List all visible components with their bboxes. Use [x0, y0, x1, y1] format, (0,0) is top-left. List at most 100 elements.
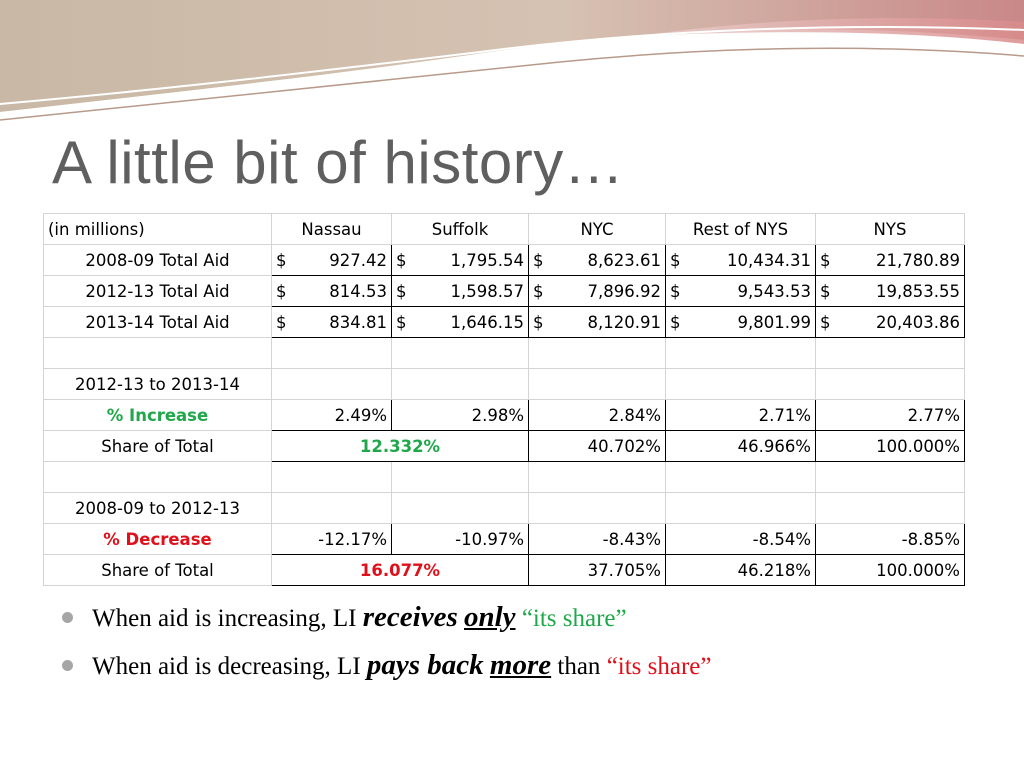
row-label: 2008-09 Total Aid: [43, 244, 272, 276]
bullet-text: than: [551, 653, 607, 680]
empty-cell: [391, 337, 529, 369]
share-cell: 40.702%: [528, 430, 666, 462]
amount: 1,598.57: [450, 281, 524, 301]
slide-title: A little bit of history…: [52, 129, 625, 196]
li-share-cell: 12.332%: [271, 430, 529, 462]
header-cell: Rest of NYS: [665, 213, 816, 245]
dollar-sign: $: [533, 250, 544, 270]
percent-increase-label: % Increase: [43, 399, 272, 431]
dollar-sign: $: [276, 281, 287, 301]
amount: 20,403.86: [876, 312, 960, 332]
amount: 814.53: [329, 281, 387, 301]
share-cell: 37.705%: [528, 554, 666, 586]
bullet-item: When aid is decreasing, LI pays back mor…: [62, 646, 712, 694]
percent-cell: -10.97%: [391, 523, 529, 555]
dollar-sign: $: [396, 281, 407, 301]
share-cell: 100.000%: [815, 430, 965, 462]
state-aid-table: (in millions) Nassau Suffolk NYC Rest of…: [43, 213, 965, 586]
money-cell: $7,896.92: [528, 275, 666, 307]
empty-cell: [391, 368, 529, 400]
section-header-row: 2008-09 to 2012-13: [43, 492, 965, 524]
percent-cell: 2.49%: [271, 399, 392, 431]
share-label: Share of Total: [43, 430, 272, 462]
table-row: % Increase 2.49% 2.98% 2.84% 2.71% 2.77%: [43, 399, 965, 431]
percent-cell: -8.43%: [528, 523, 666, 555]
emphasis-underlined-text: more: [489, 649, 552, 681]
section-header-row: 2012-13 to 2013-14: [43, 368, 965, 400]
amount: 9,801.99: [737, 312, 811, 332]
dollar-sign: $: [533, 281, 544, 301]
money-cell: $1,795.54: [391, 244, 529, 276]
table-row: Share of Total 16.077% 37.705% 46.218% 1…: [43, 554, 965, 586]
money-cell: $20,403.86: [815, 306, 965, 338]
percent-cell: 2.84%: [528, 399, 666, 431]
dollar-sign: $: [276, 312, 287, 332]
section-label: 2008-09 to 2012-13: [43, 492, 272, 524]
money-cell: $8,120.91: [528, 306, 666, 338]
quote-text: “its share”: [521, 605, 627, 632]
amount: 927.42: [329, 250, 387, 270]
quote-text: “its share”: [606, 653, 712, 680]
money-cell: $10,434.31: [665, 244, 816, 276]
money-cell: $8,623.61: [528, 244, 666, 276]
amount: 834.81: [329, 312, 387, 332]
dollar-sign: $: [396, 250, 407, 270]
dollar-sign: $: [396, 312, 407, 332]
empty-cell: [271, 337, 392, 369]
row-label: 2012-13 Total Aid: [43, 275, 272, 307]
dollar-sign: $: [276, 250, 287, 270]
empty-cell: [271, 492, 392, 524]
empty-cell: [665, 368, 816, 400]
table-row: 2012-13 Total Aid $814.53 $1,598.57 $7,8…: [43, 275, 965, 307]
share-label: Share of Total: [43, 554, 272, 586]
money-cell: $19,853.55: [815, 275, 965, 307]
emphasis-text: receives: [362, 601, 458, 633]
empty-row: [43, 461, 965, 493]
bullet-dot-icon: [62, 612, 73, 623]
header-swoosh-decoration: [0, 0, 1024, 126]
amount: 1,795.54: [450, 250, 524, 270]
empty-cell: [815, 368, 965, 400]
percent-cell: -12.17%: [271, 523, 392, 555]
share-cell: 100.000%: [815, 554, 965, 586]
header-cell: Suffolk: [391, 213, 529, 245]
empty-row: [43, 337, 965, 369]
dollar-sign: $: [670, 250, 681, 270]
empty-cell: [528, 337, 666, 369]
table-row: % Decrease -12.17% -10.97% -8.43% -8.54%…: [43, 523, 965, 555]
empty-cell: [391, 461, 529, 493]
money-cell: $927.42: [271, 244, 392, 276]
percent-cell: 2.71%: [665, 399, 816, 431]
amount: 8,623.61: [587, 250, 661, 270]
emphasis-underlined-text: only: [464, 601, 516, 633]
header-cell: NYS: [815, 213, 965, 245]
empty-cell: [271, 461, 392, 493]
percent-cell: -8.85%: [815, 523, 965, 555]
amount: 10,434.31: [727, 250, 811, 270]
empty-cell: [391, 492, 529, 524]
share-cell: 46.218%: [665, 554, 816, 586]
percent-cell: -8.54%: [665, 523, 816, 555]
empty-cell: [815, 337, 965, 369]
amount: 19,853.55: [876, 281, 960, 301]
empty-cell: [665, 461, 816, 493]
dollar-sign: $: [670, 281, 681, 301]
empty-cell: [815, 461, 965, 493]
empty-cell: [528, 368, 666, 400]
amount: 7,896.92: [587, 281, 661, 301]
dollar-sign: $: [533, 312, 544, 332]
dollar-sign: $: [820, 250, 831, 270]
empty-cell: [43, 337, 272, 369]
section-label: 2012-13 to 2013-14: [43, 368, 272, 400]
money-cell: $9,543.53: [665, 275, 816, 307]
empty-cell: [528, 492, 666, 524]
amount: 9,543.53: [737, 281, 811, 301]
header-cell: NYC: [528, 213, 666, 245]
bullet-text: When aid is increasing, LI: [92, 605, 363, 632]
header-cell: Nassau: [271, 213, 392, 245]
bullet-list: When aid is increasing, LI receives only…: [62, 598, 712, 694]
bullet-item: When aid is increasing, LI receives only…: [62, 598, 712, 646]
money-cell: $9,801.99: [665, 306, 816, 338]
percent-decrease-label: % Decrease: [43, 523, 272, 555]
table-row: 2008-09 Total Aid $927.42 $1,795.54 $8,6…: [43, 244, 965, 276]
